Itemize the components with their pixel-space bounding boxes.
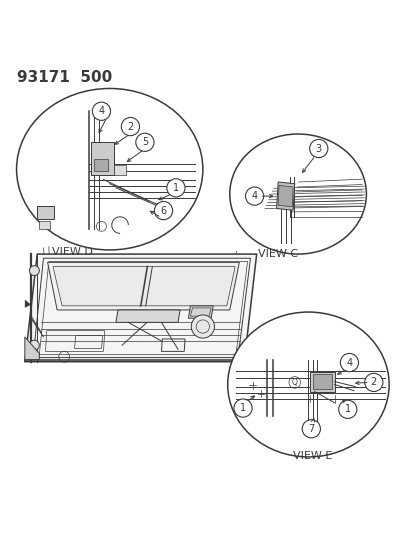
Polygon shape xyxy=(47,262,239,310)
FancyBboxPatch shape xyxy=(91,142,114,175)
Circle shape xyxy=(29,340,39,350)
Text: 2: 2 xyxy=(370,377,376,387)
Polygon shape xyxy=(310,372,334,392)
Polygon shape xyxy=(94,159,108,171)
Text: 4: 4 xyxy=(251,191,257,201)
Circle shape xyxy=(309,140,327,158)
Text: 93171  500: 93171 500 xyxy=(17,70,112,85)
Polygon shape xyxy=(37,206,54,219)
Circle shape xyxy=(339,353,358,372)
Polygon shape xyxy=(188,306,213,318)
Circle shape xyxy=(135,133,154,151)
Text: 4: 4 xyxy=(98,106,104,116)
Polygon shape xyxy=(312,374,331,389)
Text: VIEW D: VIEW D xyxy=(52,247,93,256)
Text: 2: 2 xyxy=(127,122,133,132)
Polygon shape xyxy=(116,310,180,322)
Polygon shape xyxy=(25,337,39,360)
Circle shape xyxy=(233,399,252,417)
Text: 5: 5 xyxy=(141,138,148,147)
Polygon shape xyxy=(53,266,235,306)
Circle shape xyxy=(364,373,382,392)
Ellipse shape xyxy=(17,88,202,250)
Ellipse shape xyxy=(229,134,366,254)
Polygon shape xyxy=(25,254,256,362)
Polygon shape xyxy=(278,185,292,207)
Ellipse shape xyxy=(227,312,388,457)
Text: 1: 1 xyxy=(173,183,178,193)
Text: Q: Q xyxy=(291,378,297,387)
Circle shape xyxy=(338,400,356,418)
Text: 1: 1 xyxy=(240,403,245,413)
Circle shape xyxy=(166,179,185,197)
Circle shape xyxy=(301,419,320,438)
Text: 6: 6 xyxy=(160,206,166,216)
Text: 4: 4 xyxy=(346,358,351,368)
Text: 7: 7 xyxy=(307,424,314,434)
Circle shape xyxy=(191,315,214,338)
Polygon shape xyxy=(25,300,31,308)
Text: 3: 3 xyxy=(315,143,321,154)
Circle shape xyxy=(245,187,263,205)
Text: VIEW C: VIEW C xyxy=(258,249,297,259)
Circle shape xyxy=(121,117,139,136)
Polygon shape xyxy=(276,182,294,210)
Polygon shape xyxy=(39,221,50,229)
Polygon shape xyxy=(114,165,126,175)
Text: 1: 1 xyxy=(344,405,350,414)
Circle shape xyxy=(154,201,172,220)
Circle shape xyxy=(29,265,39,276)
Text: VIEW E: VIEW E xyxy=(292,451,332,461)
Circle shape xyxy=(92,102,110,120)
